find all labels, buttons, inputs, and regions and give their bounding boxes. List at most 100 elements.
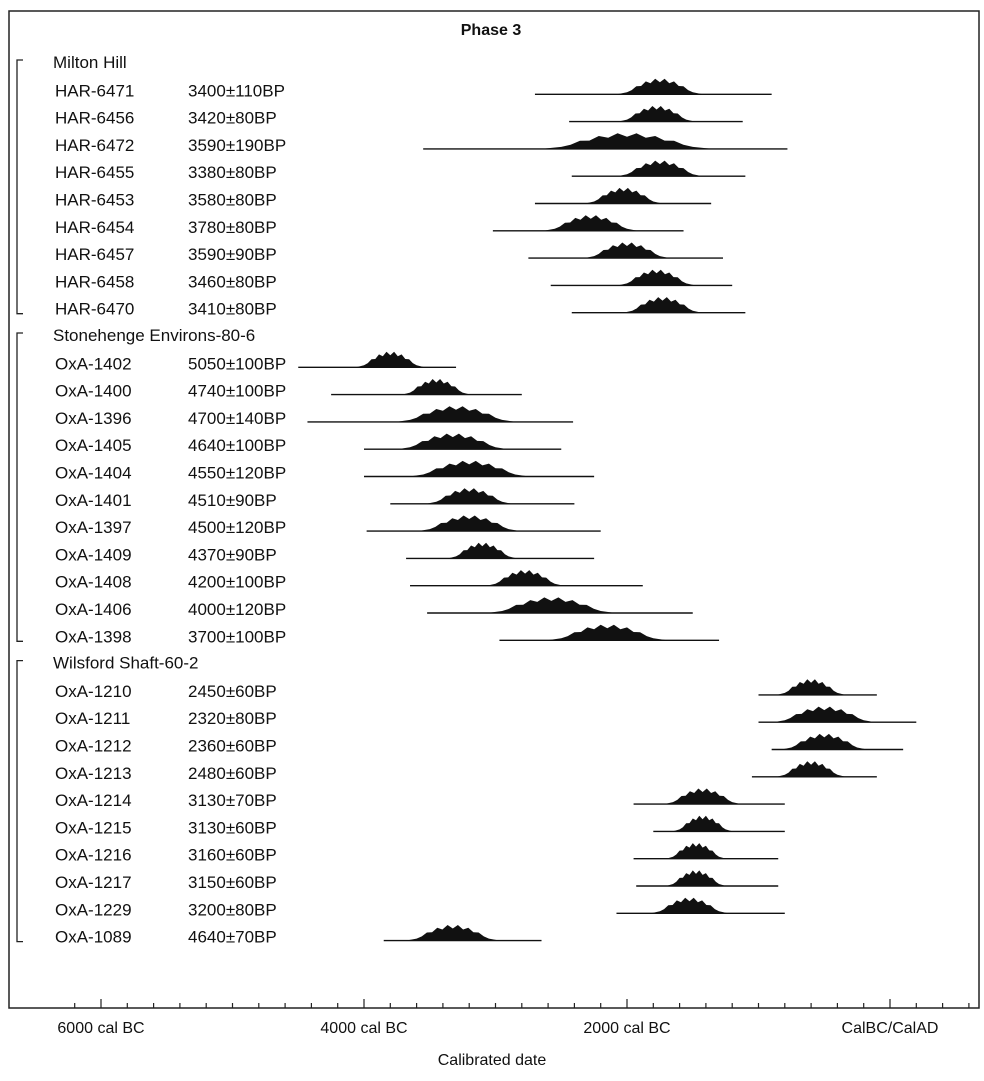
distribution-mark [664, 788, 742, 805]
distribution-mark [487, 597, 616, 613]
sample-rows: Milton Hill HAR-6471 3400±110BP HAR-6456 342… [53, 53, 917, 947]
distribution-mark [623, 297, 702, 313]
distribution-mark [585, 187, 663, 204]
sample-date: 3590±190BP [188, 136, 286, 155]
sample-lab-code: HAR-6457 [55, 245, 134, 264]
sample-lab-code: HAR-6453 [55, 191, 134, 210]
distribution-mark [356, 351, 425, 368]
sample-date: 3130±60BP [188, 818, 277, 837]
sample-lab-code: OxA-1216 [55, 846, 132, 865]
sample-date: 3590±90BP [188, 245, 277, 264]
sample-date: 4370±90BP [188, 545, 277, 564]
x-tick-label: 2000 cal BC [583, 1020, 670, 1037]
sample-lab-code: OxA-1405 [55, 436, 132, 455]
distribution-mark [426, 488, 512, 504]
sample-lab-code: OxA-1211 [55, 709, 130, 728]
x-tick-label: 6000 cal BC [57, 1020, 144, 1037]
plot-frame [8, 10, 980, 1009]
distribution-mark [776, 679, 846, 695]
distribution-mark [543, 215, 638, 231]
distribution-mark [617, 78, 703, 95]
x-tick-label: 4000 cal BC [320, 1020, 407, 1037]
sample-date: 2480±60BP [188, 764, 277, 783]
sample-date: 2450±60BP [188, 682, 277, 701]
sample-date: 3580±80BP [188, 191, 277, 210]
sample-lab-code: OxA-1214 [55, 791, 132, 810]
distribution-mark [617, 160, 703, 177]
sample-lab-code: OxA-1401 [55, 491, 132, 510]
distribution-mark [541, 133, 713, 149]
sample-date: 4550±120BP [188, 464, 286, 483]
sample-lab-code: OxA-1400 [55, 382, 132, 401]
group-bracket [16, 659, 23, 943]
sample-lab-code: OxA-1229 [55, 900, 132, 919]
distribution-mark [584, 242, 670, 259]
distribution-mark [547, 624, 668, 641]
sample-lab-code: OxA-1089 [55, 928, 132, 947]
group-bracket [16, 332, 23, 642]
distribution-mark [773, 706, 876, 723]
distribution-mark [417, 515, 521, 532]
sample-lab-code: HAR-6456 [55, 109, 134, 128]
sample-date: 4500±120BP [188, 518, 286, 537]
distribution-mark [618, 269, 696, 286]
sample-lab-code: OxA-1408 [55, 573, 132, 592]
sample-lab-code: OxA-1397 [55, 518, 132, 537]
sample-date: 3780±80BP [188, 218, 277, 237]
group-label: Wilsford Shaft-60-2 [53, 654, 199, 673]
distribution-mark [448, 542, 517, 559]
sample-date: 4000±120BP [188, 600, 286, 619]
sample-date: 4510±90BP [188, 491, 277, 510]
sample-date: 3160±60BP [188, 846, 277, 865]
sample-lab-code: OxA-1402 [55, 354, 132, 373]
distribution-mark [409, 460, 529, 477]
group-brackets [16, 59, 23, 943]
sample-date: 3380±80BP [188, 163, 277, 182]
sample-date: 3130±70BP [188, 791, 277, 810]
x-axis-label: Calibrated date [438, 1052, 547, 1069]
sample-lab-code: HAR-6471 [55, 81, 134, 100]
sample-date: 5050±100BP [188, 354, 286, 373]
sample-lab-code: OxA-1213 [55, 764, 132, 783]
distribution-mark [666, 870, 726, 886]
distribution-mark [672, 815, 733, 832]
sample-lab-code: OxA-1396 [55, 409, 132, 428]
sample-lab-code: OxA-1212 [55, 737, 132, 756]
group-label: Milton Hill [53, 53, 127, 72]
group-bracket [16, 59, 23, 315]
sample-date: 3700±100BP [188, 627, 286, 646]
sample-lab-code: OxA-1217 [55, 873, 132, 892]
distribution-mark [397, 433, 509, 450]
sample-date: 4640±100BP [188, 436, 286, 455]
distribution-mark [666, 843, 726, 859]
distribution-mark [651, 897, 728, 914]
distribution-mark [781, 733, 867, 750]
sample-date: 4200±100BP [188, 573, 286, 592]
distribution-mark [396, 406, 516, 422]
x-tick-label: CalBC/CalAD [842, 1020, 939, 1037]
sample-date: 4740±100BP [188, 382, 286, 401]
distribution-mark [486, 570, 564, 586]
sample-lab-code: HAR-6454 [55, 218, 134, 237]
distribution-mark [618, 106, 696, 122]
sample-lab-code: OxA-1404 [55, 464, 132, 483]
sample-date: 4700±140BP [188, 409, 286, 428]
chart-title: Phase 3 [461, 22, 522, 39]
sample-date: 3200±80BP [188, 900, 277, 919]
group-label: Stonehenge Environs-80-6 [53, 326, 255, 345]
sample-date: 2360±60BP [188, 737, 277, 756]
sample-date: 3420±80BP [188, 109, 277, 128]
sample-lab-code: HAR-6470 [55, 300, 134, 319]
x-axis: 6000 cal BC 4000 cal BC 2000 cal BC CalBC/C… [57, 999, 970, 1037]
sample-date: 3410±80BP [188, 300, 277, 319]
sample-date: 4640±70BP [188, 928, 277, 947]
sample-date: 3460±80BP [188, 272, 277, 291]
sample-date: 3400±110BP [188, 81, 285, 100]
sample-lab-code: OxA-1409 [55, 545, 132, 564]
distribution-mark [402, 379, 471, 395]
distribution-mark [776, 761, 846, 777]
sample-lab-code: OxA-1210 [55, 682, 132, 701]
sample-date: 2320±80BP [188, 709, 277, 728]
sample-lab-code: OxA-1398 [55, 627, 132, 646]
